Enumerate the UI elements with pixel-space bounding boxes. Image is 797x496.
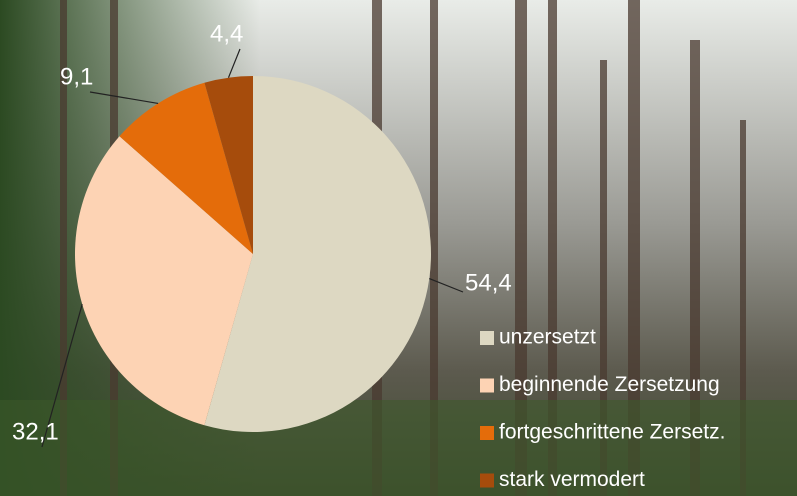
legend-swatch — [480, 331, 494, 345]
data-label: 9,1 — [60, 63, 93, 90]
legend-swatch — [480, 474, 494, 488]
page: {"chart_data": {"type": "pie", "categori… — [0, 0, 797, 496]
data-label: 54,4 — [465, 269, 512, 296]
legend-swatch — [480, 379, 494, 393]
chart: 54,4 32,1 9,1 4,4 unzersetzt beginnende Zers… — [0, 0, 797, 496]
legend-label: stark vermodert — [499, 468, 645, 491]
data-label: 4,4 — [210, 20, 243, 47]
data-label: 32,1 — [12, 418, 59, 445]
legend-label: unzersetzt — [499, 326, 596, 349]
legend-label: beginnende Zersetzung — [499, 373, 720, 396]
legend-swatch — [480, 426, 494, 440]
legend-label: fortgeschrittene Zersetz. — [499, 421, 725, 444]
